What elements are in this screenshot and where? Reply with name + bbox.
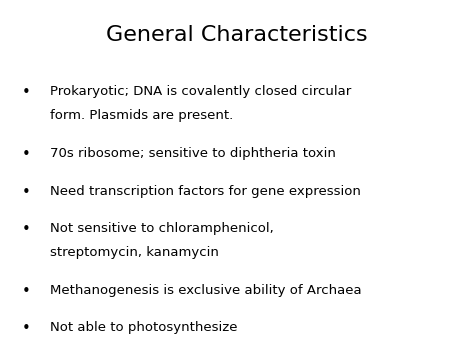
- Text: 70s ribosome; sensitive to diphtheria toxin: 70s ribosome; sensitive to diphtheria to…: [50, 147, 336, 160]
- Text: Not able to photosynthesize: Not able to photosynthesize: [50, 321, 237, 334]
- Text: Methanogenesis is exclusive ability of Archaea: Methanogenesis is exclusive ability of A…: [50, 284, 361, 297]
- Text: •: •: [22, 147, 30, 162]
- Text: •: •: [22, 321, 30, 336]
- Text: General Characteristics: General Characteristics: [106, 25, 368, 45]
- Text: •: •: [22, 284, 30, 299]
- Text: streptomycin, kanamycin: streptomycin, kanamycin: [50, 246, 219, 259]
- Text: Prokaryotic; DNA is covalently closed circular: Prokaryotic; DNA is covalently closed ci…: [50, 85, 351, 98]
- Text: Need transcription factors for gene expression: Need transcription factors for gene expr…: [50, 185, 361, 198]
- Text: form. Plasmids are present.: form. Plasmids are present.: [50, 109, 233, 122]
- Text: •: •: [22, 222, 30, 237]
- Text: •: •: [22, 185, 30, 200]
- Text: Not sensitive to chloramphenicol,: Not sensitive to chloramphenicol,: [50, 222, 273, 235]
- Text: •: •: [22, 85, 30, 100]
